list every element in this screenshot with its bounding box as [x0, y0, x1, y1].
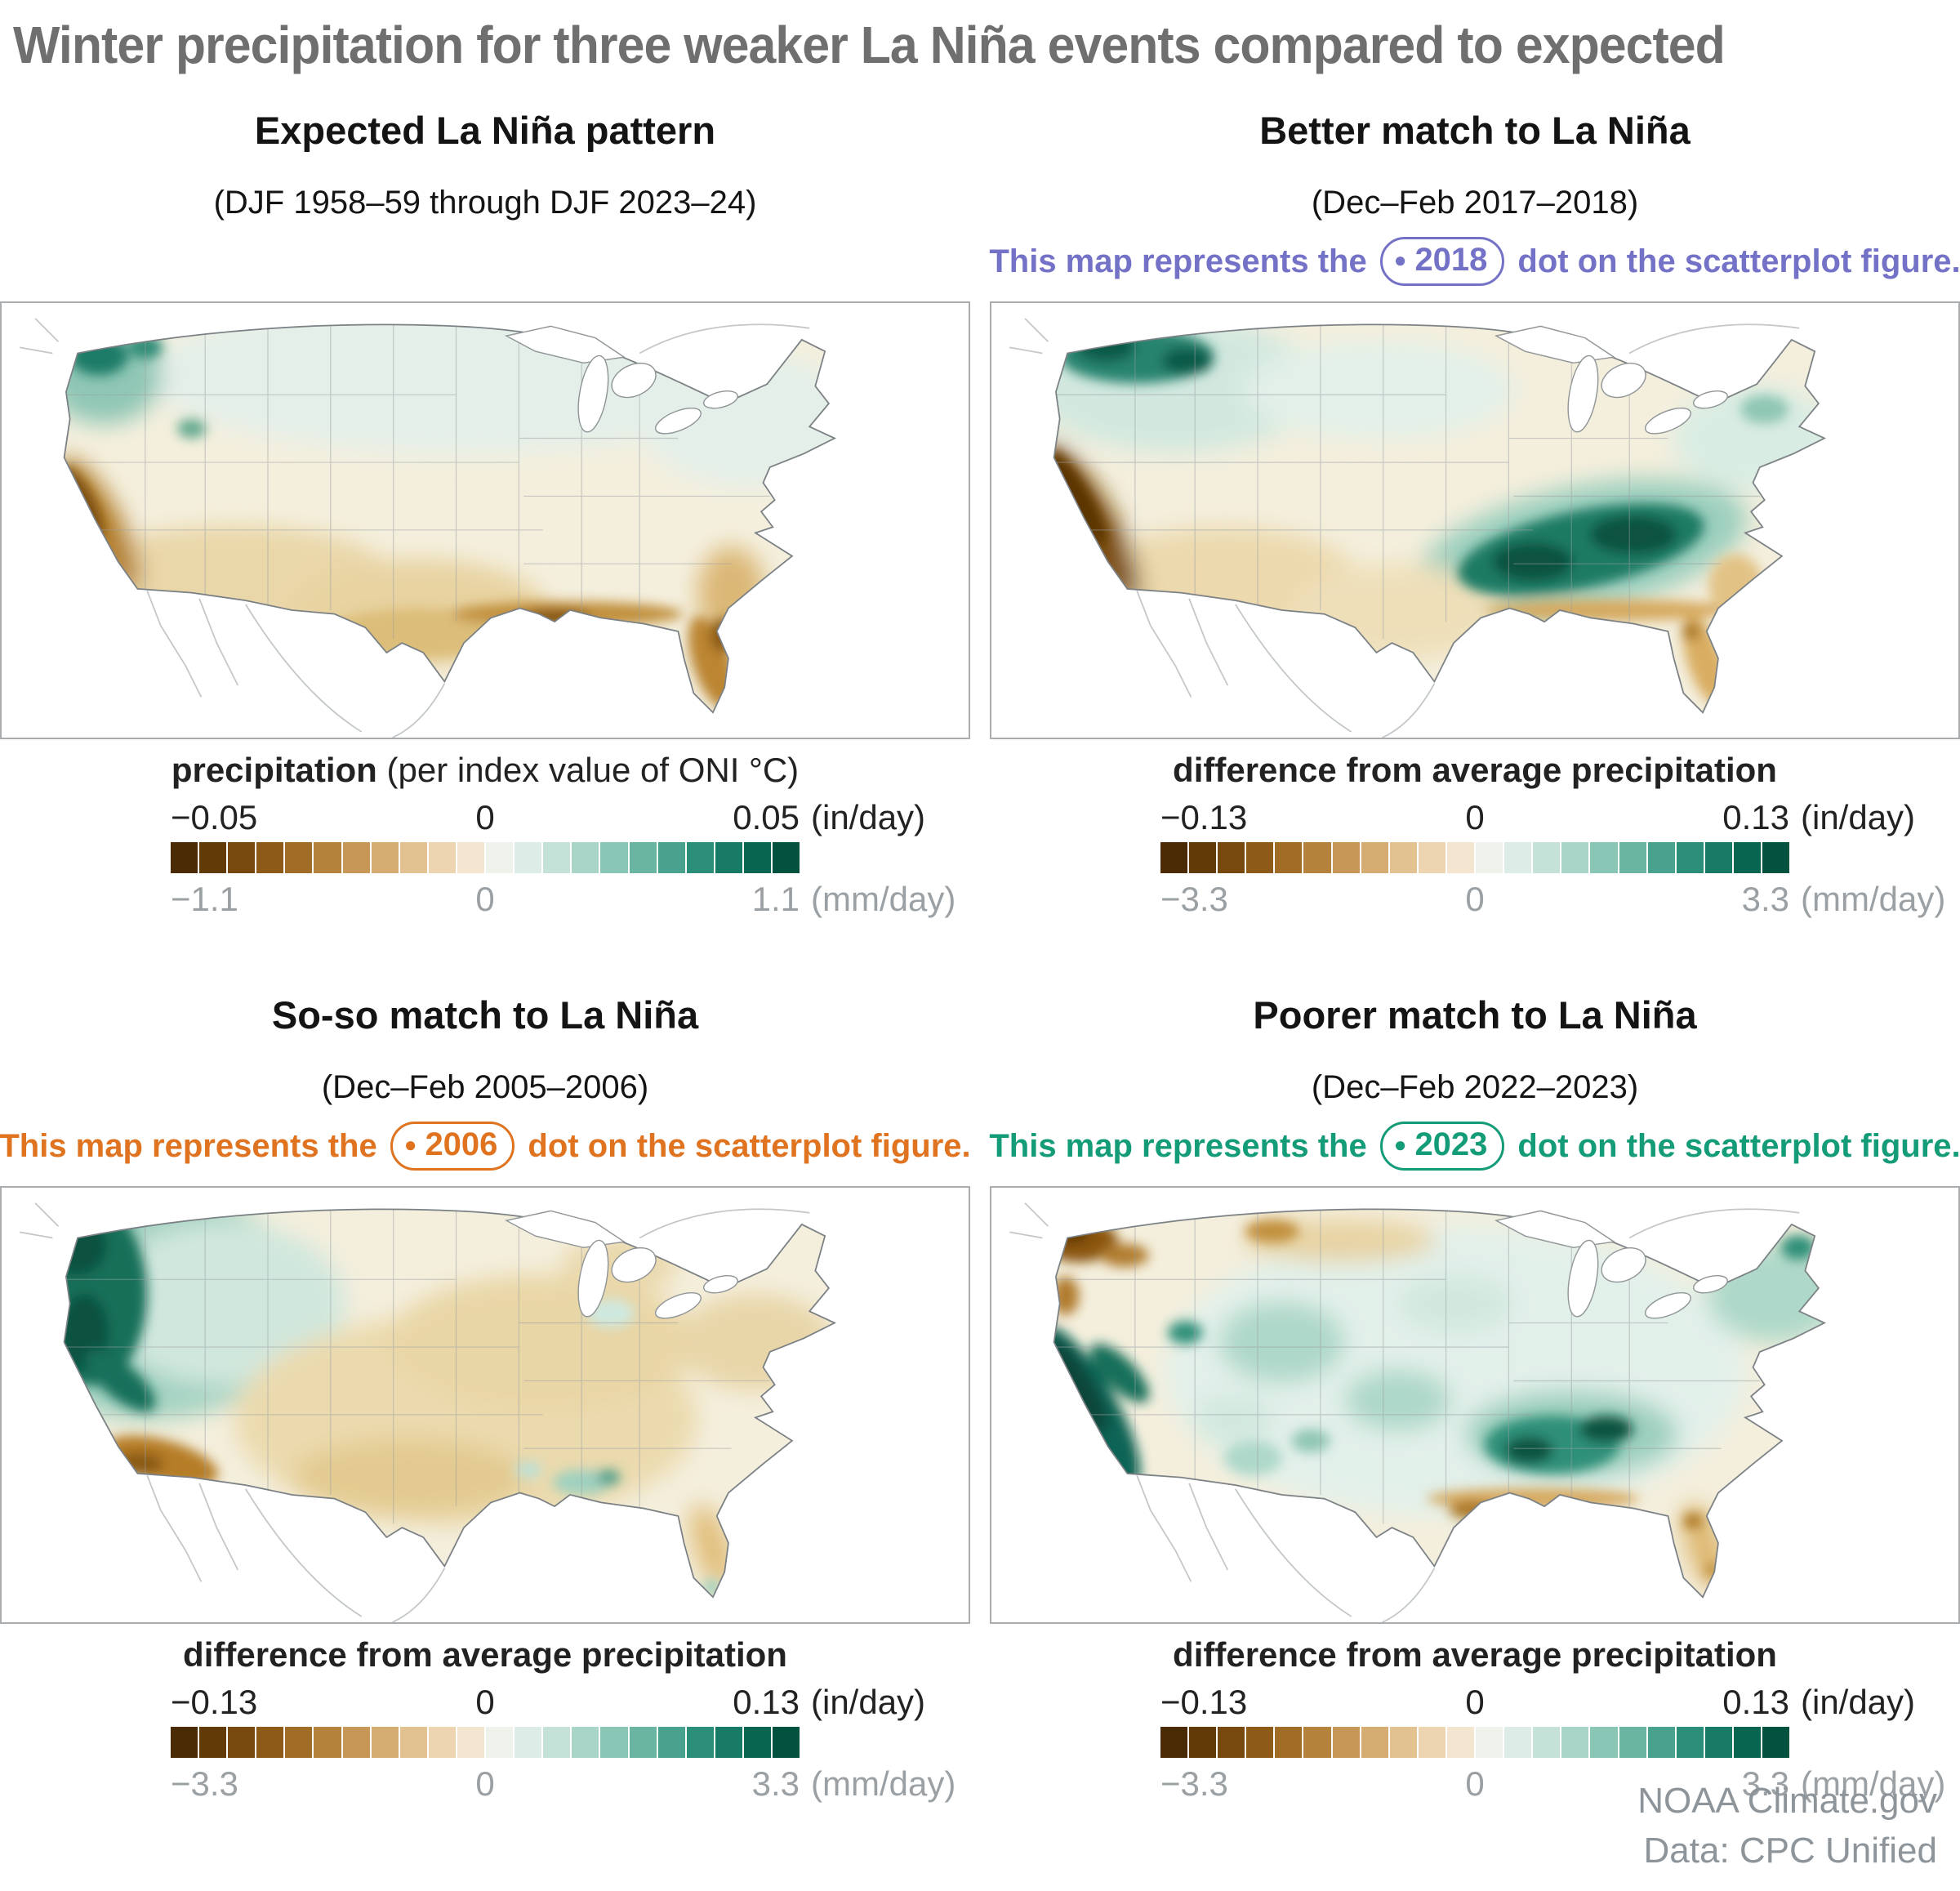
- annotation-year: 2018: [1414, 242, 1488, 278]
- panel-expected-pattern: Expected La Niña pattern (DJF 1958–59 th…: [0, 80, 970, 924]
- legend: difference from average precipitation −0…: [990, 751, 1960, 924]
- annotation-year: 2023: [1414, 1126, 1488, 1162]
- colorbar: [171, 1727, 800, 1758]
- colorbar: [1160, 1727, 1790, 1758]
- panel-grid: Expected La Niña pattern (DJF 1958–59 th…: [0, 80, 1960, 1808]
- annotation-text-after: dot on the scatterplot figure.: [528, 1127, 971, 1164]
- legend-title: difference from average precipitation: [183, 1635, 787, 1674]
- scatterplot-annotation: This map represents the ● 2023 dot on the…: [989, 1106, 1960, 1186]
- scatterplot-dot-badge: ● 2018: [1379, 237, 1505, 286]
- map-expected-la-nina: [0, 301, 970, 739]
- panel-subtitle: (Dec–Feb 2022–2023): [1311, 1069, 1639, 1105]
- scatterplot-annotation: This map represents the ● 2006 dot on the…: [0, 1106, 971, 1186]
- annotation-text-before: This map represents the: [989, 1127, 1367, 1164]
- scale-inday: −0.13 0 0.13 (in/day): [171, 1683, 926, 1721]
- color-scale: −0.13 0 0.13 (in/day) −3.3 0 3.3 (mm/day): [171, 1683, 956, 1808]
- panel-subtitle: (Dec–Feb 2005–2006): [321, 1069, 649, 1105]
- color-scale: −0.13 0 0.13 (in/day) −3.3 0 3.3 (mm/day): [1160, 1683, 1946, 1808]
- us-precipitation-map: [1009, 318, 1825, 738]
- annotation-text-after: dot on the scatterplot figure.: [1517, 1127, 1960, 1164]
- panel-title: Better match to La Niña: [1259, 109, 1690, 152]
- panel-better-match-2018: Better match to La Niña (Dec–Feb 2017–20…: [989, 80, 1960, 924]
- scale-mmday: −1.1 0 1.1 (mm/day): [171, 880, 956, 918]
- us-precipitation-map: [1009, 1202, 1825, 1622]
- panel-soso-match-2006: So-so match to La Niña (Dec–Feb 2005–200…: [0, 965, 971, 1808]
- color-scale: −0.13 0 0.13 (in/day) −3.3 0 3.3 (mm/day): [1160, 798, 1946, 924]
- legend: difference from average precipitation −0…: [0, 1635, 970, 1808]
- scale-mmday: −3.3 0 3.3 (mm/day): [171, 1764, 956, 1803]
- color-scale: −0.05 0 0.05 (in/day) −1.1 0 1.1 (mm/day): [171, 798, 956, 924]
- scatterplot-annotation: This map represents the ● 2018 dot on the…: [989, 221, 1960, 301]
- annotation-year: 2006: [425, 1126, 498, 1162]
- attribution-source: NOAA Climate.gov: [1637, 1780, 1937, 1821]
- scale-inday: −0.13 0 0.13 (in/day): [1160, 798, 1916, 836]
- scale-mmday: −3.3 0 3.3 (mm/day): [1160, 880, 1946, 918]
- annotation-text-after: dot on the scatterplot figure.: [1517, 243, 1960, 279]
- dot-icon: ●: [1393, 247, 1407, 272]
- scale-inday: −0.05 0 0.05 (in/day): [171, 798, 926, 836]
- us-precipitation-map: [20, 318, 835, 738]
- map-2006: [0, 1186, 970, 1624]
- page-title: Winter precipitation for three weaker La…: [13, 16, 1726, 74]
- panel-poorer-match-2023: Poorer match to La Niña (Dec–Feb 2022–20…: [989, 965, 1960, 1808]
- colorbar: [1160, 842, 1790, 873]
- legend: difference from average precipitation −0…: [990, 1635, 1960, 1808]
- legend: precipitation (per index value of ONI °C…: [0, 751, 970, 924]
- us-precipitation-map: [20, 1202, 835, 1622]
- annotation-text-before: This map represents the: [989, 243, 1367, 279]
- legend-title: precipitation (per index value of ONI °C…: [171, 751, 800, 789]
- panel-subtitle: (Dec–Feb 2017–2018): [1311, 185, 1639, 221]
- panel-title: Expected La Niña pattern: [254, 109, 716, 152]
- map-2018: [990, 301, 1960, 739]
- dot-icon: ●: [1393, 1131, 1407, 1157]
- attribution-data: Data: CPC Unified: [1643, 1831, 1937, 1871]
- scatterplot-dot-badge: ● 2023: [1379, 1122, 1505, 1171]
- panel-title: Poorer match to La Niña: [1253, 993, 1697, 1037]
- scale-mmday: −3.3 0 3.3 (mm/day): [1160, 1764, 1946, 1803]
- colorbar: [171, 842, 800, 873]
- panel-title: So-so match to La Niña: [271, 993, 699, 1037]
- scale-inday: −0.13 0 0.13 (in/day): [1160, 1683, 1916, 1721]
- panel-subtitle: (DJF 1958–59 through DJF 2023–24): [213, 185, 757, 221]
- scatterplot-dot-badge: ● 2006: [390, 1122, 515, 1171]
- annotation-text-before: This map represents the: [0, 1127, 377, 1164]
- legend-title: difference from average precipitation: [1173, 751, 1777, 789]
- legend-title: difference from average precipitation: [1173, 1635, 1777, 1674]
- dot-icon: ●: [403, 1131, 417, 1157]
- attribution: NOAA Climate.gov Data: CPC Unified: [1637, 1776, 1937, 1876]
- map-2023: [990, 1186, 1960, 1624]
